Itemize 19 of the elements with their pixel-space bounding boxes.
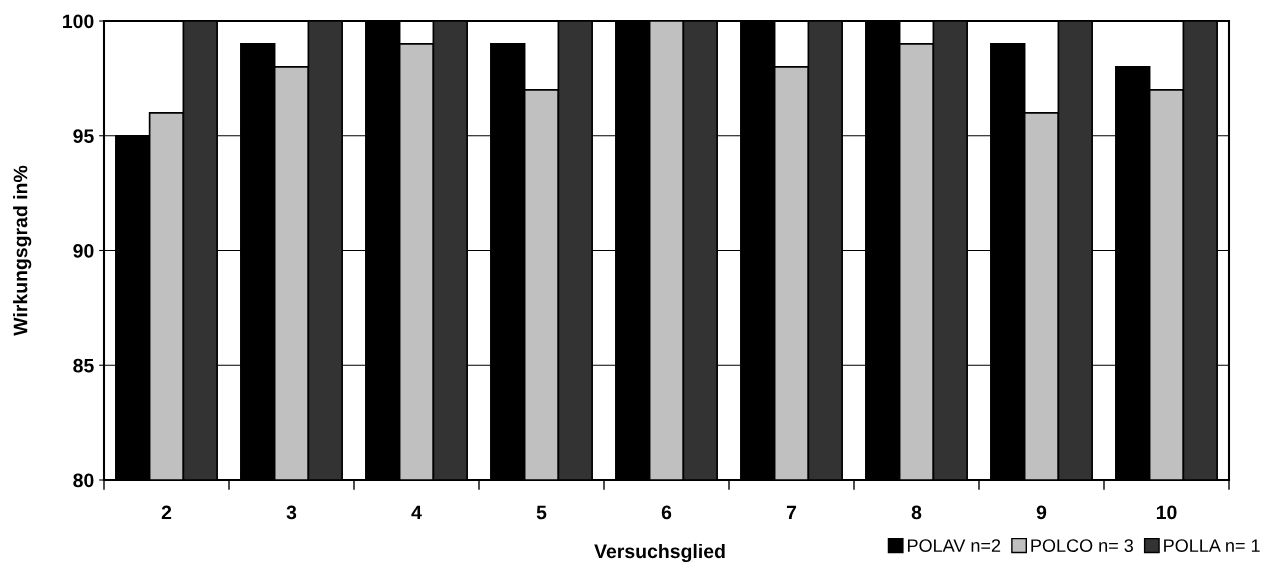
x-axis-title: Versuchsglied [594,543,725,563]
y-tick-label: 90 [73,243,94,258]
y-tick-label: 80 [73,473,94,488]
x-tick-label: 2 [161,505,172,520]
y-axis-title: Wirkungsgrad in% [13,165,32,336]
legend-label: POLAV n=2 [907,539,1001,552]
legend-label: POLCO n= 3 [1031,539,1133,552]
x-tick-label: 6 [661,505,672,520]
x-tick-label: 4 [411,505,422,520]
x-tick-label: 8 [911,505,922,520]
y-tick-label: 95 [73,129,94,143]
legend-label: POLLA n= 1 [1164,539,1260,552]
y-tick-label: 100 [63,14,94,29]
x-tick-label: 5 [536,505,547,520]
x-tick-label: 7 [786,505,797,520]
x-tick-label: 10 [1156,505,1177,520]
y-tick-label: 85 [73,358,94,373]
x-tick-label: 9 [1036,505,1047,520]
x-tick-label: 3 [286,505,297,520]
